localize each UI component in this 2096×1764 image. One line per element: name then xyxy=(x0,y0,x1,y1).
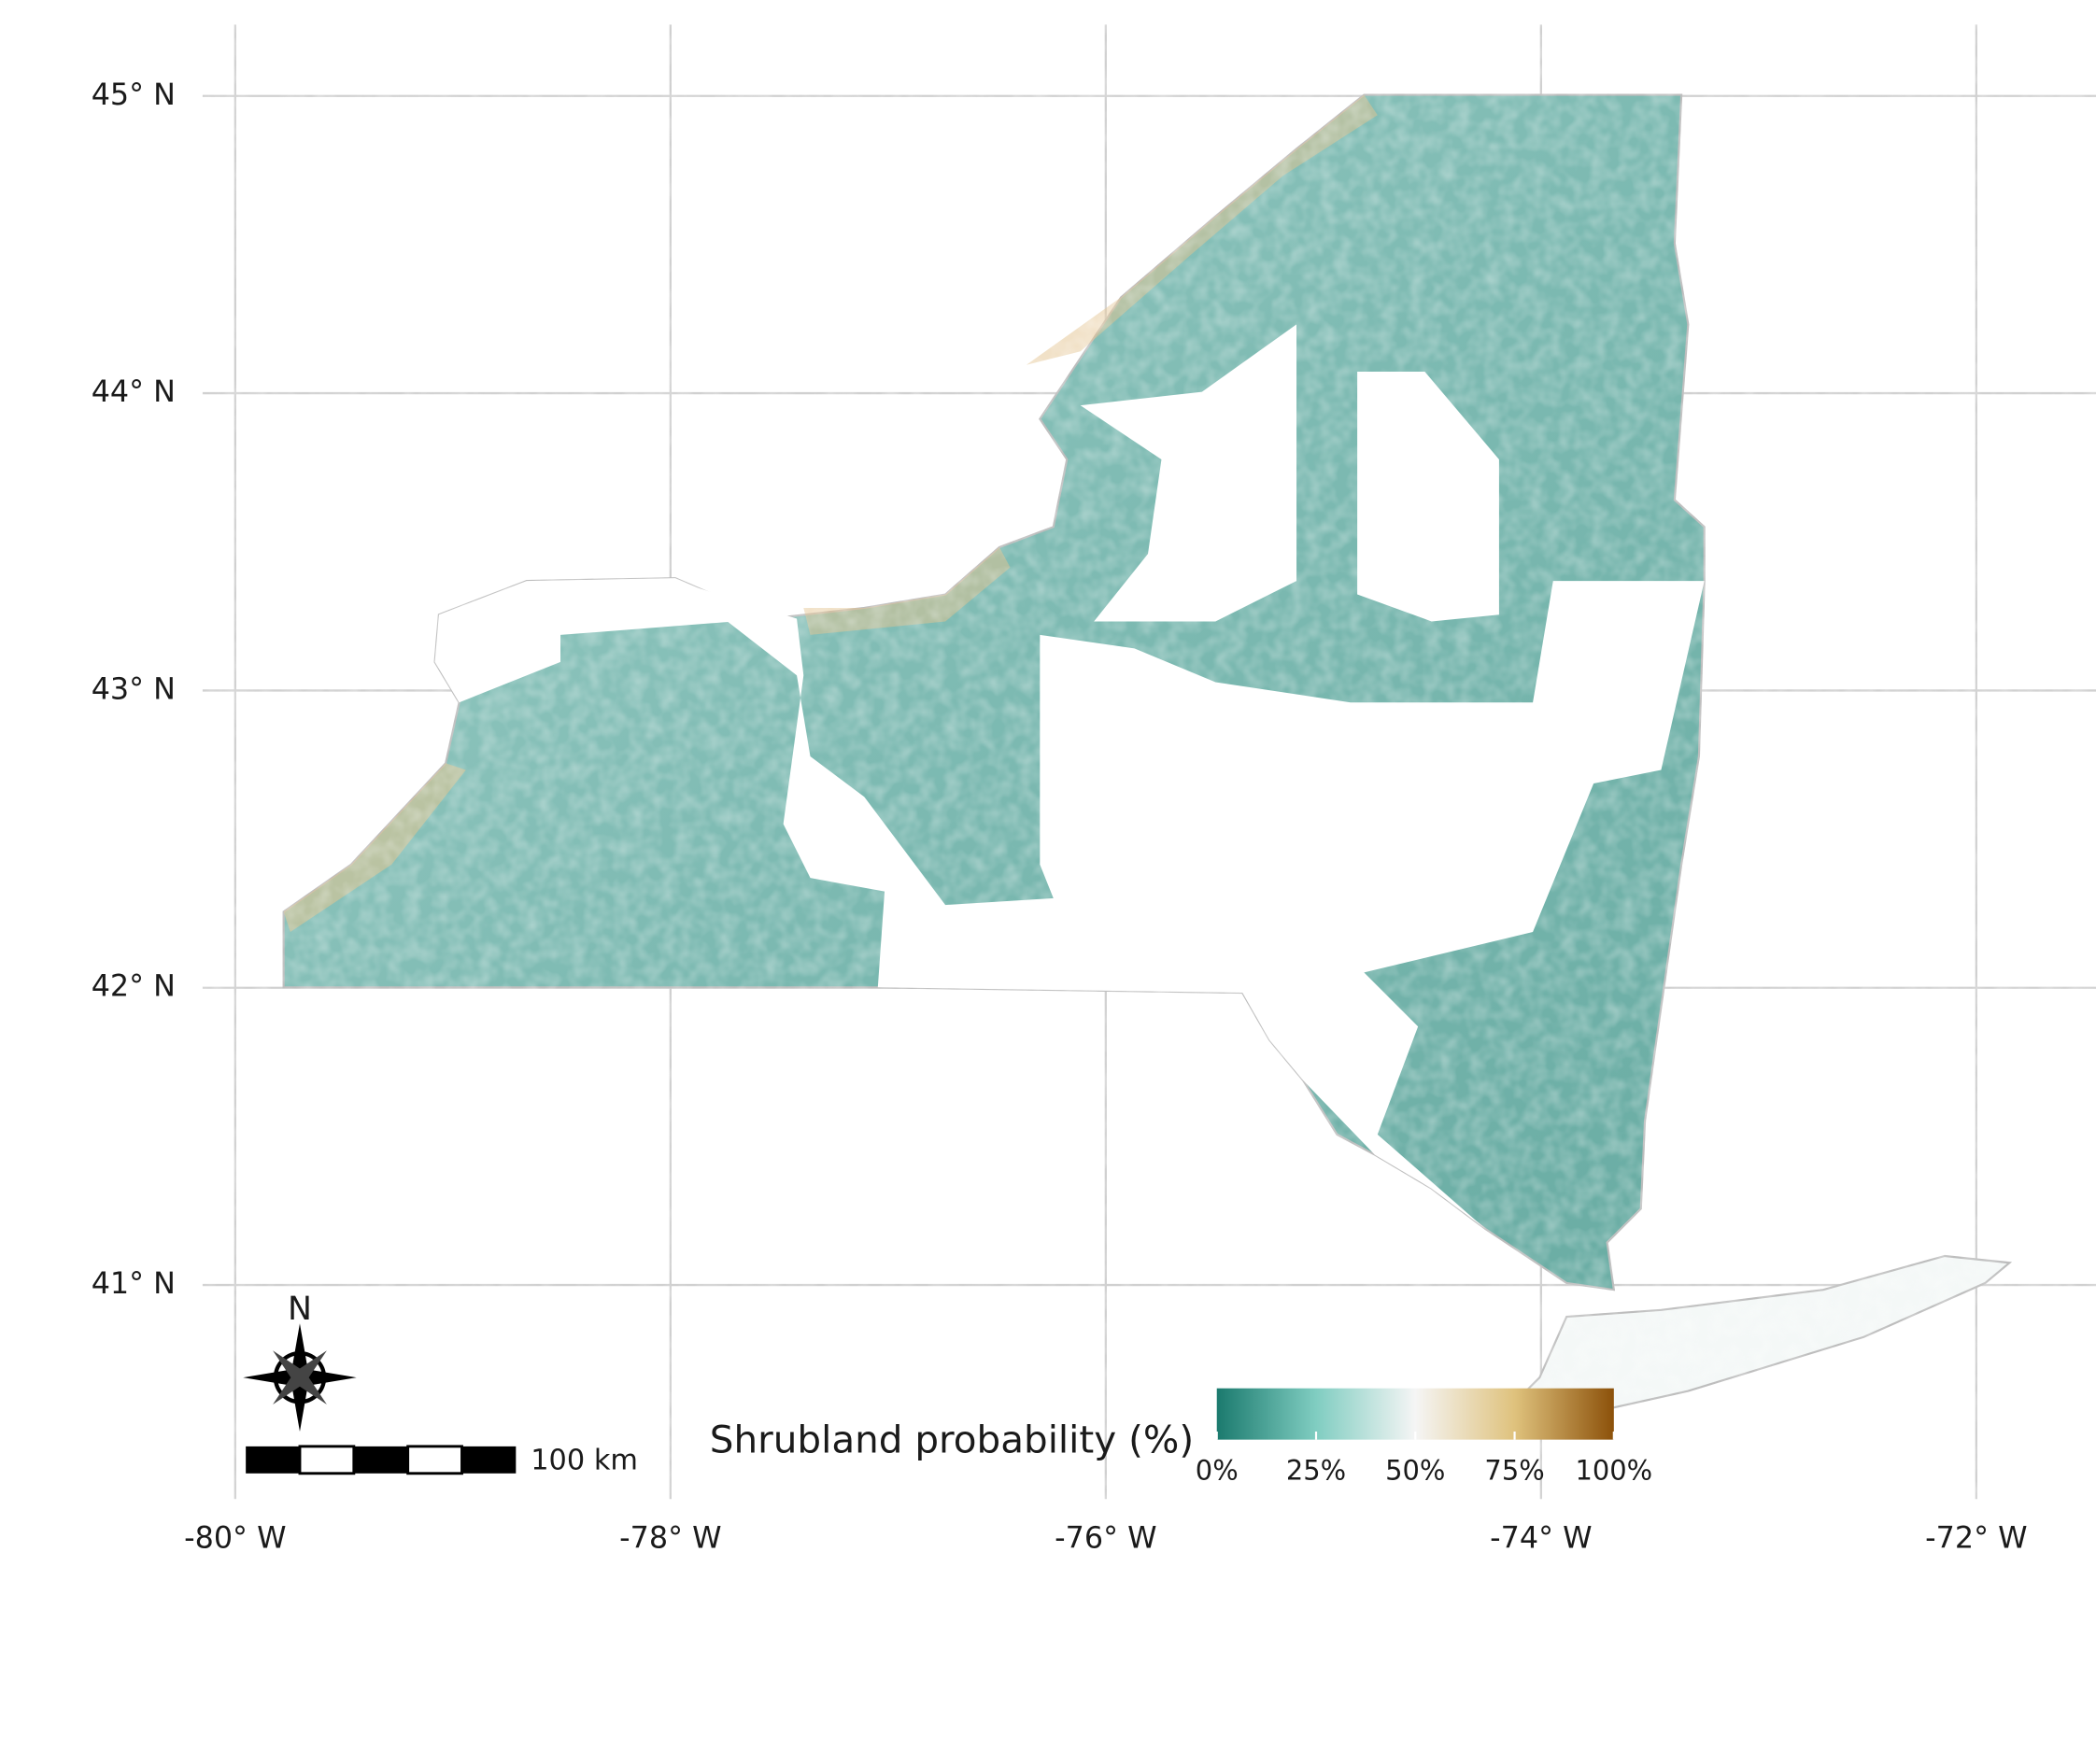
scale-seg xyxy=(406,1445,463,1475)
legend-title: Shrubland probability (%) xyxy=(710,1418,1194,1462)
legend-tick-label: 25% xyxy=(1286,1454,1346,1486)
mainland xyxy=(282,93,1706,1291)
legend-tick-label: 0% xyxy=(1196,1454,1239,1486)
legend-tick-label: 50% xyxy=(1385,1454,1445,1486)
scale-seg xyxy=(461,1446,517,1474)
scale-seg xyxy=(298,1445,356,1475)
x-tick-label: -78° W xyxy=(619,1521,721,1556)
scale-label: 100 km xyxy=(531,1444,638,1476)
legend-tick-label: 100% xyxy=(1576,1454,1653,1486)
compass-diag xyxy=(273,1350,327,1405)
x-tick-label: -74° W xyxy=(1490,1521,1592,1556)
y-tick-label: 43° N xyxy=(92,671,176,706)
y-tick-label: 44° N xyxy=(92,374,176,409)
legend-tick-label: 75% xyxy=(1484,1454,1544,1486)
legend-colorbar xyxy=(1216,1388,1614,1440)
north-label: N xyxy=(288,1291,312,1328)
x-tick-label: -80° W xyxy=(184,1521,286,1556)
scale-bar: 100 km xyxy=(246,1444,638,1476)
y-tick-label: 42° N xyxy=(92,969,176,1004)
legend: Shrubland probability (%) 0% 25% 50% 75% 100… xyxy=(710,1388,1653,1486)
x-tick-label: -76° W xyxy=(1055,1521,1156,1556)
y-tick-label: 41° N xyxy=(92,1266,176,1301)
north-arrow: N xyxy=(243,1291,357,1432)
x-tick-label: -72° W xyxy=(1925,1521,2027,1556)
scale-seg xyxy=(246,1446,300,1474)
y-tick-label: 45° N xyxy=(92,78,176,112)
scale-seg xyxy=(353,1446,408,1474)
